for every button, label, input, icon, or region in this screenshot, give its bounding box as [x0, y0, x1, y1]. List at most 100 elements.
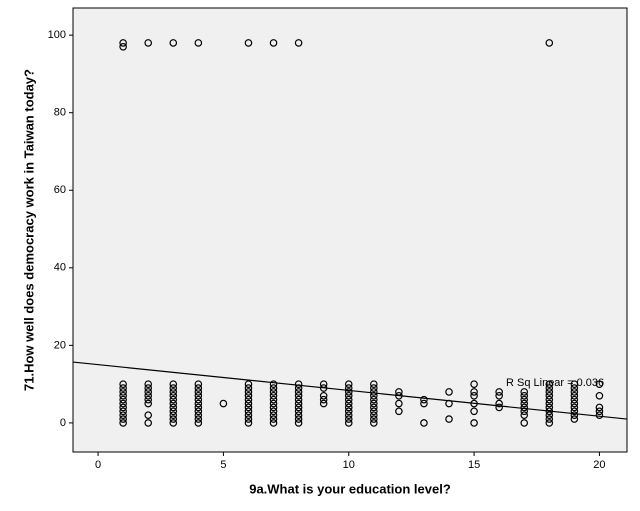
y-tick-label: 100	[48, 29, 66, 41]
point	[370, 419, 378, 427]
point	[244, 399, 253, 408]
point	[495, 388, 503, 396]
point	[169, 384, 178, 392]
point	[169, 419, 178, 427]
point	[169, 391, 178, 400]
point	[344, 391, 353, 400]
point	[595, 407, 604, 416]
point	[370, 415, 378, 423]
point	[344, 399, 353, 408]
point	[144, 395, 153, 404]
point	[370, 388, 378, 396]
point	[520, 419, 529, 427]
point	[244, 388, 253, 396]
point	[119, 415, 127, 423]
point	[169, 39, 178, 47]
point	[344, 403, 353, 412]
point	[545, 39, 554, 47]
point	[570, 391, 579, 400]
y-axis-title: 71.How well does democracy work in Taiwa…	[21, 69, 36, 391]
point	[294, 395, 303, 404]
point	[119, 380, 127, 388]
x-axis-title: 9a.What is your education level?	[249, 481, 451, 496]
point	[570, 384, 579, 392]
point	[294, 403, 303, 412]
point	[144, 384, 153, 392]
point	[194, 39, 203, 47]
annotation: R Sq Linear = 0.036	[506, 377, 604, 389]
point	[269, 415, 278, 423]
point	[294, 39, 303, 47]
point	[144, 388, 153, 396]
point	[545, 415, 554, 423]
point	[370, 399, 378, 408]
point	[570, 415, 579, 423]
point	[420, 419, 428, 427]
point	[169, 407, 178, 416]
y-tick-label: 60	[54, 184, 66, 196]
point	[495, 391, 503, 400]
point	[344, 380, 353, 388]
y-tick-label: 80	[54, 107, 66, 119]
point	[144, 39, 153, 47]
point	[344, 411, 353, 419]
point	[294, 380, 303, 388]
point	[570, 411, 579, 419]
x-tick-label: 10	[343, 459, 355, 471]
point	[244, 407, 253, 416]
point	[194, 419, 203, 427]
point	[294, 388, 303, 396]
point	[269, 380, 278, 388]
point	[319, 399, 328, 408]
point	[395, 399, 403, 408]
y-tick-label: 20	[54, 339, 66, 351]
x-tick-label: 5	[220, 459, 226, 471]
point	[294, 407, 303, 416]
point	[495, 403, 503, 412]
point	[119, 391, 127, 400]
x-tick-label: 0	[95, 459, 101, 471]
point	[470, 388, 478, 396]
point	[269, 403, 278, 412]
point	[545, 384, 554, 392]
point	[119, 39, 127, 47]
point	[244, 391, 253, 400]
point	[194, 384, 203, 392]
point	[144, 411, 153, 419]
point	[194, 395, 203, 404]
point	[420, 399, 428, 408]
point	[570, 403, 579, 412]
point	[495, 399, 503, 408]
point	[344, 395, 353, 404]
point	[244, 380, 253, 388]
y-tick-label: 0	[60, 417, 66, 429]
point	[344, 384, 353, 392]
point	[269, 39, 278, 47]
point	[244, 384, 253, 392]
point	[420, 395, 428, 404]
point	[194, 380, 203, 388]
point	[545, 399, 554, 408]
point	[144, 419, 153, 427]
point	[595, 380, 604, 388]
point	[470, 419, 478, 427]
point	[294, 399, 303, 408]
point	[269, 395, 278, 404]
point	[370, 384, 378, 392]
point	[119, 419, 127, 427]
plot-area	[72, 7, 628, 453]
x-tick-label: 20	[593, 459, 605, 471]
point	[445, 388, 453, 396]
point	[244, 415, 253, 423]
point	[194, 411, 203, 419]
point	[370, 380, 378, 388]
point	[370, 407, 378, 416]
fit-line	[72, 361, 628, 420]
point	[119, 407, 127, 416]
point	[344, 419, 353, 427]
point	[194, 399, 203, 408]
point	[294, 411, 303, 419]
point	[570, 388, 579, 396]
point	[344, 415, 353, 423]
